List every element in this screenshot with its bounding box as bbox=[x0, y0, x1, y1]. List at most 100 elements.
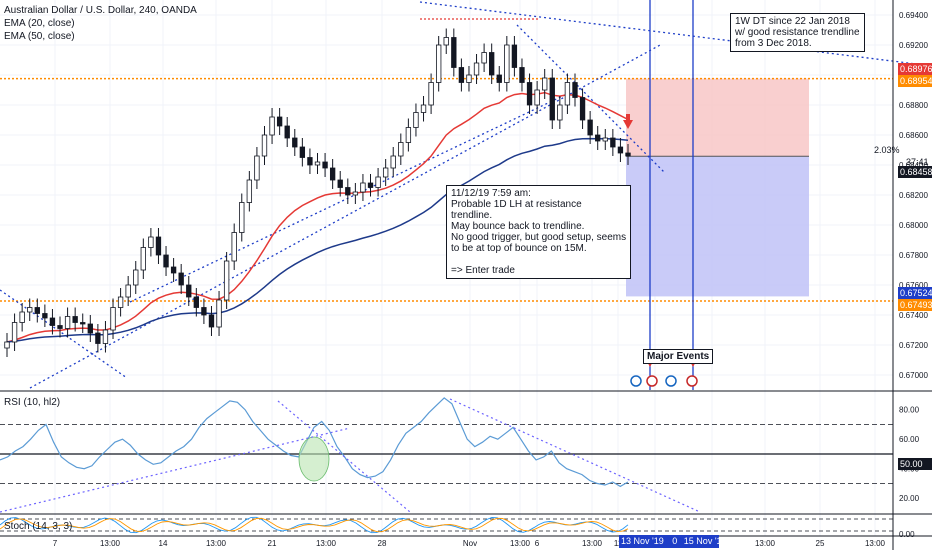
candle-body-11 bbox=[87, 323, 93, 334]
candle-body-7 bbox=[57, 325, 63, 329]
time-range-tag: 13 Nov '19 0 15 Nov '19 05:00 bbox=[619, 535, 756, 548]
candle-body-67 bbox=[511, 44, 518, 68]
candle-body-58 bbox=[443, 37, 449, 46]
rsi-legend: RSI (10, hl2) bbox=[4, 397, 61, 408]
ema50-line bbox=[6, 137, 629, 343]
candle-body-47 bbox=[360, 182, 366, 193]
trendline-1 bbox=[419, 1, 932, 67]
candle-body-10 bbox=[80, 322, 86, 325]
chart-legend: Australian Dollar / U.S. Dollar, 240, OA… bbox=[4, 4, 197, 43]
candle-body-82 bbox=[625, 152, 631, 157]
stoch-tick-0: 0.00 bbox=[899, 530, 915, 539]
candle-body-72 bbox=[549, 77, 555, 121]
candle-body-50 bbox=[382, 167, 389, 178]
price-tag-stop: 0.68976 bbox=[898, 63, 932, 75]
down-arrow-icon bbox=[623, 120, 633, 129]
candle-body-32 bbox=[246, 179, 253, 203]
candle-body-81 bbox=[617, 146, 624, 154]
candle-body-42 bbox=[322, 161, 328, 169]
candle-body-52 bbox=[398, 142, 404, 157]
rsi-line bbox=[0, 397, 629, 488]
time-tag-start: 13 Nov '19 bbox=[621, 536, 664, 546]
stoch-d-line bbox=[0, 517, 629, 533]
candle-body-1 bbox=[11, 322, 18, 343]
candle-body-31 bbox=[239, 202, 245, 233]
candle-body-23 bbox=[178, 272, 184, 286]
candle-body-65 bbox=[496, 74, 502, 83]
candle-body-30 bbox=[231, 232, 237, 262]
candle-body-69 bbox=[526, 82, 533, 106]
candle-body-39 bbox=[299, 146, 306, 158]
trade-note[interactable]: 11/12/19 7:59 am: Probable 1D LH at resi… bbox=[446, 185, 632, 279]
candle-body-49 bbox=[375, 176, 381, 188]
stoch-legend: Stoch (14, 3, 3) bbox=[4, 521, 73, 532]
rsi-value-tag: 50.00 bbox=[898, 458, 932, 470]
price-tag-level-top: 0.68954 bbox=[898, 75, 932, 87]
candle-body-70 bbox=[534, 89, 540, 106]
time-tick-16: 13:00 bbox=[865, 539, 886, 548]
time-tag-hour: 05:00 bbox=[733, 536, 756, 546]
price-tick-11: 0.67200 bbox=[899, 341, 928, 350]
top-right-note[interactable]: 1W DT since 22 Jan 2018 w/ good resistan… bbox=[730, 13, 865, 52]
candle-body-26 bbox=[201, 307, 207, 316]
candle-body-40 bbox=[307, 157, 313, 166]
candle-body-5 bbox=[42, 313, 48, 319]
candle-body-55 bbox=[420, 104, 427, 113]
stop-zone bbox=[626, 78, 809, 157]
candle-body-62 bbox=[473, 62, 480, 76]
candle-body-79 bbox=[602, 137, 608, 142]
symbol-title: Australian Dollar / U.S. Dollar, 240, OA… bbox=[4, 5, 197, 16]
price-tick-12: 0.67000 bbox=[899, 371, 928, 380]
candle-body-60 bbox=[458, 67, 465, 83]
candle-body-8 bbox=[64, 316, 71, 329]
candle-body-51 bbox=[390, 155, 396, 169]
ema50-label: EMA (50, close) bbox=[4, 31, 75, 42]
event-flag-icon bbox=[686, 375, 698, 387]
candle-body-16 bbox=[125, 284, 131, 298]
candle-body-71 bbox=[542, 77, 548, 91]
candle-body-0 bbox=[4, 341, 10, 349]
price-tick-4: 0.68600 bbox=[899, 131, 928, 140]
event-flag-icon bbox=[630, 375, 642, 387]
price-tick-1: 0.69200 bbox=[899, 41, 928, 50]
ema20-label: EMA (20, close) bbox=[4, 18, 75, 29]
time-tick-4: 21 bbox=[268, 539, 277, 548]
time-tick-15: 25 bbox=[816, 539, 825, 548]
candle-body-36 bbox=[276, 116, 283, 127]
candle-body-24 bbox=[186, 284, 192, 298]
time-tag-end: 15 Nov '19 bbox=[683, 536, 727, 546]
candle-body-6 bbox=[49, 317, 56, 326]
candle-body-22 bbox=[170, 266, 177, 274]
candle-body-73 bbox=[557, 104, 563, 121]
candle-body-14 bbox=[110, 307, 116, 331]
candle-body-12 bbox=[95, 332, 101, 344]
time-tick-1: 13:00 bbox=[100, 539, 121, 548]
candle-body-18 bbox=[140, 247, 146, 271]
candle-body-75 bbox=[572, 82, 578, 98]
rr-percent: 2.03% bbox=[874, 145, 900, 155]
candle-body-41 bbox=[314, 161, 321, 166]
price-tick-8: 0.67800 bbox=[899, 251, 928, 260]
candle-body-4 bbox=[34, 307, 40, 314]
rsi-tick-0: 80.00 bbox=[899, 406, 920, 415]
price-tick-10: 0.67400 bbox=[899, 311, 928, 320]
event-flag-icon bbox=[665, 375, 677, 387]
price-tick-0: 0.69400 bbox=[899, 11, 928, 20]
rsi-trendline-2 bbox=[449, 398, 701, 513]
time-tick-11: 11 bbox=[614, 539, 623, 548]
candle-body-45 bbox=[345, 187, 351, 196]
candle-body-80 bbox=[610, 137, 616, 148]
candle-body-77 bbox=[587, 119, 593, 136]
time-tick-6: 28 bbox=[378, 539, 387, 548]
trendline-4 bbox=[129, 92, 570, 303]
candle-body-57 bbox=[435, 44, 442, 83]
candle-body-43 bbox=[329, 167, 336, 181]
time-tick-2: 14 bbox=[159, 539, 168, 548]
time-tick-10: 13:00 bbox=[582, 539, 603, 548]
major-events-label[interactable]: Major Events bbox=[643, 349, 714, 364]
countdown: 37:41 bbox=[906, 157, 929, 167]
time-tick-8: 13:00 bbox=[510, 539, 531, 548]
price-tick-9: 0.67600 bbox=[899, 281, 928, 290]
price-tag-target: 0.67524 bbox=[898, 287, 932, 299]
